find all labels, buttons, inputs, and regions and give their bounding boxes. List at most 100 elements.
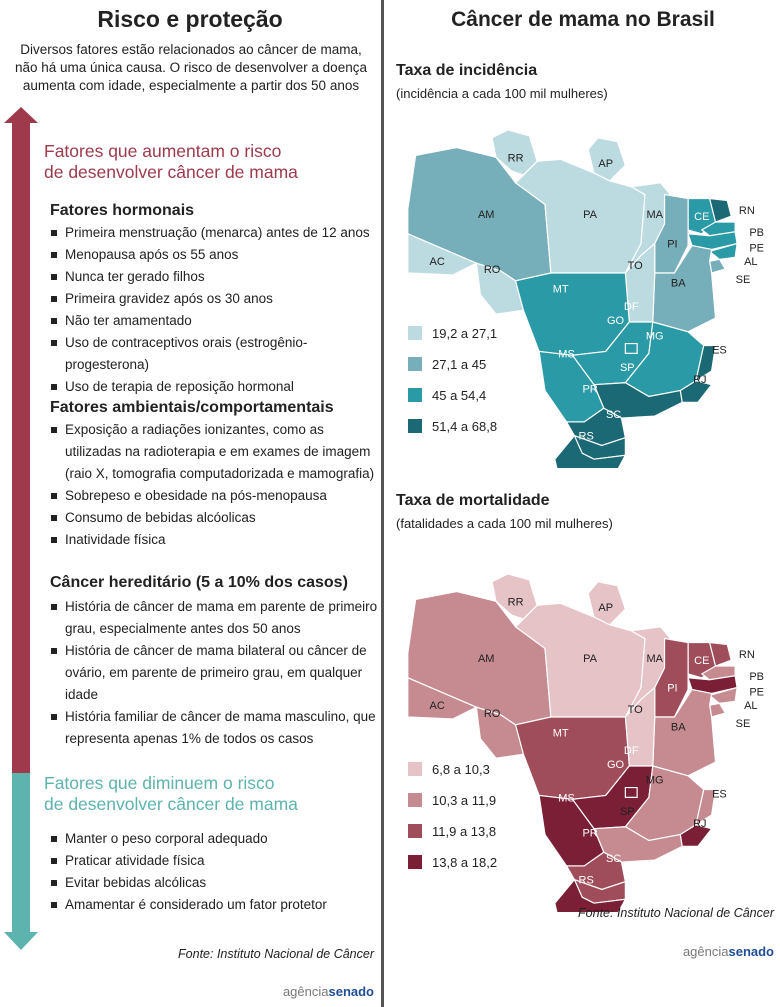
legend-label: 13,8 a 18,2 (432, 855, 498, 870)
state-label-rn: RN (739, 649, 755, 661)
list-item: Sobrepeso e obesidade na pós-menopausa (50, 485, 380, 507)
state-label-ac: AC (430, 256, 445, 268)
legend-item: 19,2 a 27,1 (408, 326, 497, 341)
state-label-mg: MG (646, 331, 664, 343)
mortality-subtitle: (fatalidades a cada 100 mil mulheres) (396, 516, 613, 531)
state-label-pb: PB (749, 227, 764, 239)
state-label-am: AM (478, 209, 495, 221)
source-left: Fonte: Instituto Nacional de Câncer (178, 947, 374, 961)
legend-label: 51,4 a 68,8 (432, 419, 498, 434)
decrease-list: Manter o peso corporal adequado Praticar … (50, 828, 380, 916)
state-label-pr: PR (582, 828, 597, 840)
state-label-pr: PR (582, 384, 597, 396)
state-label-rr: RR (508, 596, 524, 608)
state-label-pa: PA (583, 209, 598, 221)
state-label-rj: RJ (693, 374, 706, 386)
legend-swatch (408, 357, 422, 371)
state-es (695, 788, 717, 827)
panel-divider (381, 0, 384, 1007)
state-label-al: AL (744, 700, 757, 712)
state-label-mg: MG (646, 775, 664, 787)
state-label-ro: RO (484, 264, 501, 276)
environmental-list: Exposição a radiações ionizantes, como a… (50, 419, 380, 551)
list-item: Primeira menstruação (menarca) antes de … (50, 222, 380, 244)
group-title-hereditary: Câncer hereditário (5 a 10% dos casos) (50, 574, 348, 591)
state-se (708, 702, 727, 718)
state-label-rr: RR (508, 152, 524, 164)
state-label-pi: PI (667, 683, 677, 695)
incidence-title: Taxa de incidência (396, 62, 538, 79)
state-label-pb: PB (749, 671, 764, 683)
maps-panel: Câncer de mama no Brasil Taxa de incidên… (386, 0, 780, 1007)
state-rn (708, 641, 732, 667)
state-al (708, 686, 738, 704)
legend-label: 27,1 a 45 (432, 357, 487, 372)
legend-swatch (408, 762, 422, 776)
hormonal-list: Primeira menstruação (menarca) antes de … (50, 222, 380, 398)
legend-label: 19,2 a 27,1 (432, 326, 498, 341)
list-item: História de câncer de mama em parente de… (50, 596, 380, 640)
state-label-rs: RS (579, 875, 594, 887)
state-label-go: GO (607, 759, 625, 771)
state-pb (700, 665, 736, 681)
state-label-mt: MT (553, 284, 569, 296)
list-item: Evitar bebidas alcólicas (50, 872, 380, 894)
state-label-pi: PI (667, 239, 677, 251)
source-right: Fonte: Instituto Nacional de Câncer (578, 906, 774, 920)
state-label-ce: CE (694, 655, 709, 667)
list-item: Inatividade física (50, 529, 380, 551)
state-label-sc: SC (606, 853, 621, 865)
state-label-ro: RO (484, 708, 501, 720)
legend-swatch (408, 326, 422, 340)
state-label-ac: AC (430, 700, 445, 712)
list-item: Exposição a radiações ionizantes, como a… (50, 419, 380, 485)
state-label-es: ES (712, 344, 727, 356)
legend-item: 13,8 a 18,2 (408, 855, 497, 870)
decrease-heading: Fatores que diminuem o risco de desenvol… (44, 773, 298, 814)
state-label-ce: CE (694, 211, 709, 223)
incidence-map: RR AP AM PA MA CE PI AC RO TO BA MT GO DF MG MS SP PR SC RS… (407, 129, 764, 468)
legend-swatch (408, 419, 422, 433)
legend-swatch (408, 793, 422, 807)
state-label-rj: RJ (693, 818, 706, 830)
risk-panel: Risco e proteção Diversos fatores estão … (0, 0, 380, 1007)
state-ac (407, 232, 478, 276)
risk-intro: Diversos fatores estão relacionados ao c… (15, 42, 367, 93)
list-item: História de câncer de mama bilateral ou … (50, 640, 380, 706)
legend-swatch (408, 824, 422, 838)
list-item: Primeira gravidez após os 30 anos (50, 288, 380, 310)
mortality-map: RR AP AM PA MA CE PI AC RO TO BA MT GO DF MG MS SP PR SC RS… (407, 573, 764, 912)
state-label-ap: AP (598, 602, 613, 614)
legend-swatch (408, 388, 422, 402)
agencia-senado-logo-right: agênciasenado (682, 944, 774, 959)
state-label-ms: MS (558, 792, 575, 804)
state-se (708, 258, 727, 274)
state-label-sp: SP (620, 806, 635, 818)
legend-item: 45 a 54,4 (408, 388, 486, 403)
state-label-go: GO (607, 315, 625, 327)
list-item: História familiar de câncer de mama masc… (50, 706, 380, 750)
state-al (708, 242, 738, 260)
list-item: Menopausa após os 55 anos (50, 244, 380, 266)
state-label-ms: MS (558, 348, 575, 360)
state-label-pa: PA (583, 653, 598, 665)
state-label-sp: SP (620, 362, 635, 374)
state-label-rn: RN (739, 205, 755, 217)
hereditary-list: História de câncer de mama em parente de… (50, 596, 380, 750)
list-item: Uso de contraceptivos orais (estrogênio-… (50, 332, 380, 376)
list-item: Nunca ter gerado filhos (50, 266, 380, 288)
state-label-pe: PE (749, 686, 764, 698)
state-df (624, 342, 638, 354)
group-title-environmental: Fatores ambientais/comportamentais (50, 399, 334, 416)
state-label-ma: MA (647, 653, 664, 665)
state-label-rs: RS (579, 431, 594, 443)
legend-item: 27,1 a 45 (408, 357, 486, 372)
agencia-senado-logo: agênciasenado (282, 984, 374, 999)
state-label-ap: AP (598, 158, 613, 170)
list-item: Não ter amamentado (50, 310, 380, 332)
group-title-hormonal: Fatores hormonais (50, 202, 195, 219)
state-es (695, 344, 717, 383)
legend-label: 6,8 a 10,3 (432, 762, 490, 777)
list-item: Amamentar é considerado um fator proteto… (50, 894, 380, 916)
legend-label: 11,9 a 13,8 (432, 824, 497, 839)
